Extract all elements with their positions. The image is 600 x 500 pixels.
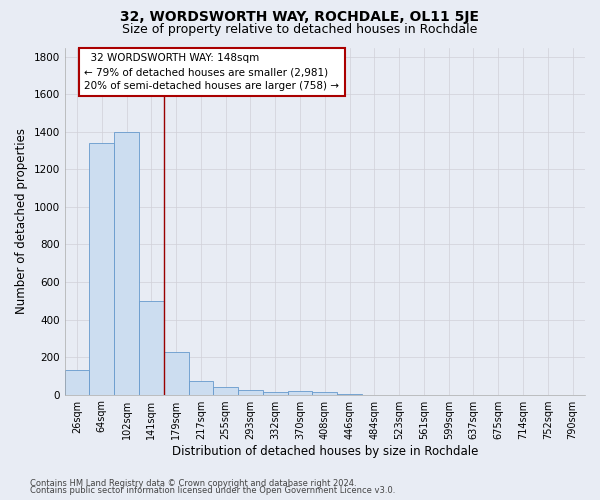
Bar	[188, 380, 214, 394]
Bar	[89, 143, 114, 395]
Bar	[164, 352, 188, 395]
Bar	[65, 370, 89, 394]
Bar	[139, 301, 164, 394]
Text: 32, WORDSWORTH WAY, ROCHDALE, OL11 5JE: 32, WORDSWORTH WAY, ROCHDALE, OL11 5JE	[121, 10, 479, 24]
Text: Contains HM Land Registry data © Crown copyright and database right 2024.: Contains HM Land Registry data © Crown c…	[30, 478, 356, 488]
Bar	[238, 390, 263, 394]
Bar	[114, 132, 139, 394]
X-axis label: Distribution of detached houses by size in Rochdale: Distribution of detached houses by size …	[172, 444, 478, 458]
Bar	[263, 392, 287, 394]
Text: Size of property relative to detached houses in Rochdale: Size of property relative to detached ho…	[122, 22, 478, 36]
Text: 32 WORDSWORTH WAY: 148sqm
← 79% of detached houses are smaller (2,981)
20% of se: 32 WORDSWORTH WAY: 148sqm ← 79% of detac…	[85, 53, 340, 91]
Bar	[287, 391, 313, 394]
Bar	[313, 392, 337, 394]
Text: Contains public sector information licensed under the Open Government Licence v3: Contains public sector information licen…	[30, 486, 395, 495]
Y-axis label: Number of detached properties: Number of detached properties	[15, 128, 28, 314]
Bar	[214, 387, 238, 394]
